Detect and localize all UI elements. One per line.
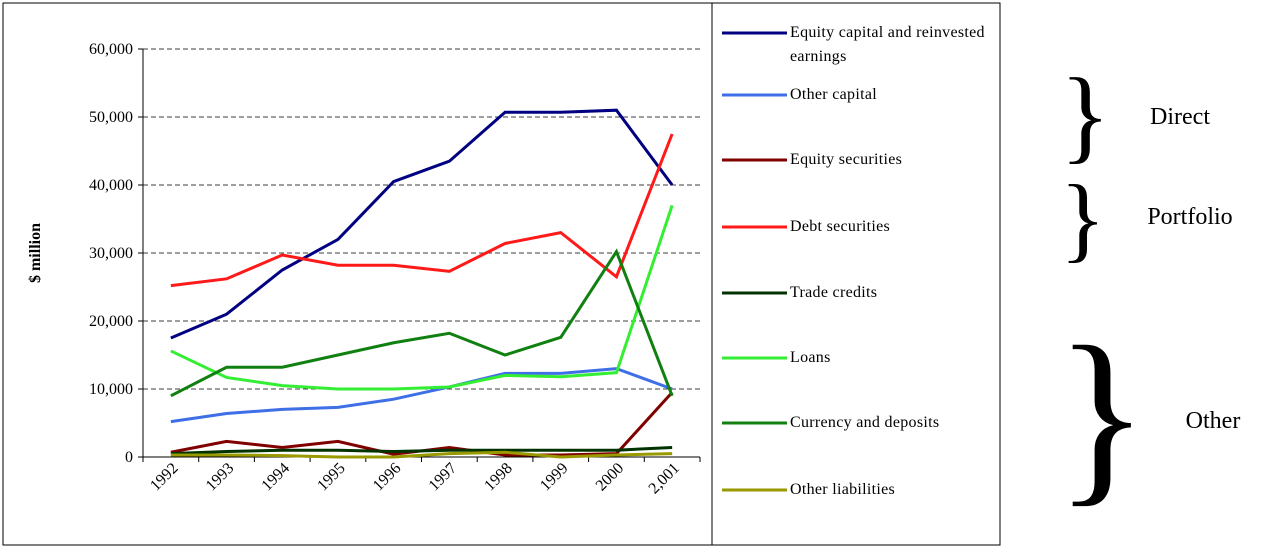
x-tick-label: 2000: [593, 460, 628, 495]
x-tick-label: 1992: [147, 460, 182, 495]
y-tick-label: 10,000: [89, 381, 133, 398]
x-tick-label: 1996: [370, 460, 405, 495]
group-label: Other: [1186, 408, 1241, 434]
x-tick-label: 1999: [537, 460, 572, 495]
legend-frame: [711, 2, 1001, 546]
y-tick-label: 20,000: [89, 313, 133, 330]
brace: }: [1060, 56, 1110, 173]
series-line: [170, 450, 673, 459]
legend-label: Other capital: [790, 86, 877, 103]
y-tick-label: 30,000: [89, 245, 133, 262]
group-label: Direct: [1150, 104, 1210, 130]
y-tick-label: 50,000: [89, 109, 133, 126]
legend-label: Debt securities: [790, 218, 891, 235]
x-tick-label: 1998: [481, 460, 516, 495]
legend-label: Currency and deposits: [790, 414, 940, 431]
x-tick-label: 1997: [426, 460, 461, 495]
group-label: Portfolio: [1147, 204, 1232, 230]
legend-label: Equity securities: [790, 151, 903, 168]
series-line: [170, 445, 673, 456]
x-tick-label: 2,001: [646, 460, 683, 497]
y-tick-label: 0: [125, 449, 133, 466]
x-tick-label: 1995: [314, 460, 349, 495]
x-tick-label: 1994: [258, 460, 293, 495]
y-tick-label: 60,000: [89, 41, 133, 58]
brace: }: [1060, 165, 1106, 271]
y-axis-label: $ million: [27, 223, 44, 283]
series-line: [170, 133, 674, 288]
legend-label: Other liabilities: [790, 481, 896, 498]
legend-label: Loans: [790, 349, 831, 366]
series-line: [170, 108, 674, 340]
series-line: [170, 248, 674, 398]
series-line: [170, 391, 674, 457]
series-line: [170, 367, 673, 424]
legend-label: Equity capital and reinvested earnings: [790, 24, 985, 65]
x-tick-label: 1993: [203, 460, 238, 495]
y-tick-label: 40,000: [89, 177, 133, 194]
chart-frame: [2, 2, 713, 546]
legend-label: Trade credits: [790, 284, 878, 301]
series-line: [170, 204, 674, 391]
brace: }: [1055, 307, 1149, 523]
